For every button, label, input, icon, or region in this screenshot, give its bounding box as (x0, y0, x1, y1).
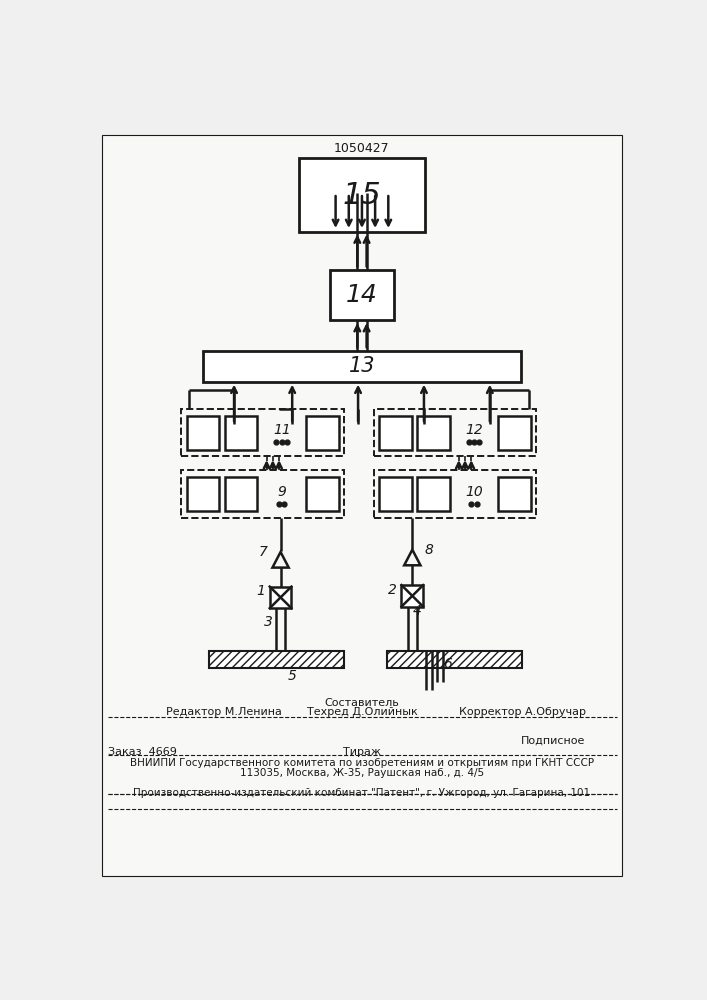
Bar (299, 158, 425, 232)
Text: 8: 8 (425, 543, 434, 557)
Bar (387, 651, 522, 668)
Bar (417, 416, 450, 450)
Bar (373, 409, 537, 456)
Bar (203, 351, 521, 382)
Bar (306, 477, 339, 511)
Text: 2: 2 (387, 583, 397, 597)
Text: Составитель: Составитель (325, 698, 399, 708)
Text: 11: 11 (273, 423, 291, 437)
Text: Редактор М.Ленина: Редактор М.Ленина (166, 707, 282, 717)
Text: 5: 5 (287, 669, 296, 683)
Bar (379, 416, 411, 450)
Text: 4: 4 (413, 604, 421, 618)
Text: Подписное: Подписное (521, 736, 585, 746)
Bar (225, 477, 257, 511)
Text: 12: 12 (465, 423, 483, 437)
Bar (306, 416, 339, 450)
Bar (373, 470, 537, 518)
Bar (498, 416, 531, 450)
Text: 1050427: 1050427 (334, 142, 390, 155)
Text: 15: 15 (343, 181, 381, 210)
Bar (182, 470, 344, 518)
Text: Производственно-издательский комбинат "Патент", г. Ужгород, ул. Гагарина, 101: Производственно-издательский комбинат "П… (134, 788, 590, 798)
Text: 1: 1 (256, 584, 265, 598)
Bar (187, 477, 219, 511)
Bar (187, 416, 219, 450)
Text: 7: 7 (259, 545, 268, 559)
Bar (270, 587, 291, 608)
Text: 3: 3 (264, 615, 273, 629)
Text: ВНИИПИ Государственного комитета по изобретениям и открытиям при ГКНТ СССР: ВНИИПИ Государственного комитета по изоб… (130, 758, 594, 768)
Bar (417, 477, 450, 511)
Text: Корректор А.Обручар: Корректор А.Обручар (459, 707, 586, 717)
Text: Заказ  4669: Заказ 4669 (107, 747, 177, 757)
Bar (379, 477, 411, 511)
Text: 113035, Москва, Ж-35, Раушская наб., д. 4/5: 113035, Москва, Ж-35, Раушская наб., д. … (240, 768, 484, 778)
Text: Техред Д.Олийнык: Техред Д.Олийнык (307, 707, 417, 717)
Bar (182, 409, 344, 456)
Text: 6: 6 (443, 657, 452, 671)
Text: 14: 14 (346, 283, 378, 307)
Bar (330, 270, 394, 320)
Bar (498, 477, 531, 511)
Bar (225, 416, 257, 450)
Bar (402, 585, 423, 607)
Text: Тираж: Тираж (343, 747, 381, 757)
Text: 13: 13 (349, 356, 375, 376)
Text: 9: 9 (277, 485, 286, 499)
Text: 10: 10 (465, 485, 483, 499)
Bar (209, 651, 344, 668)
